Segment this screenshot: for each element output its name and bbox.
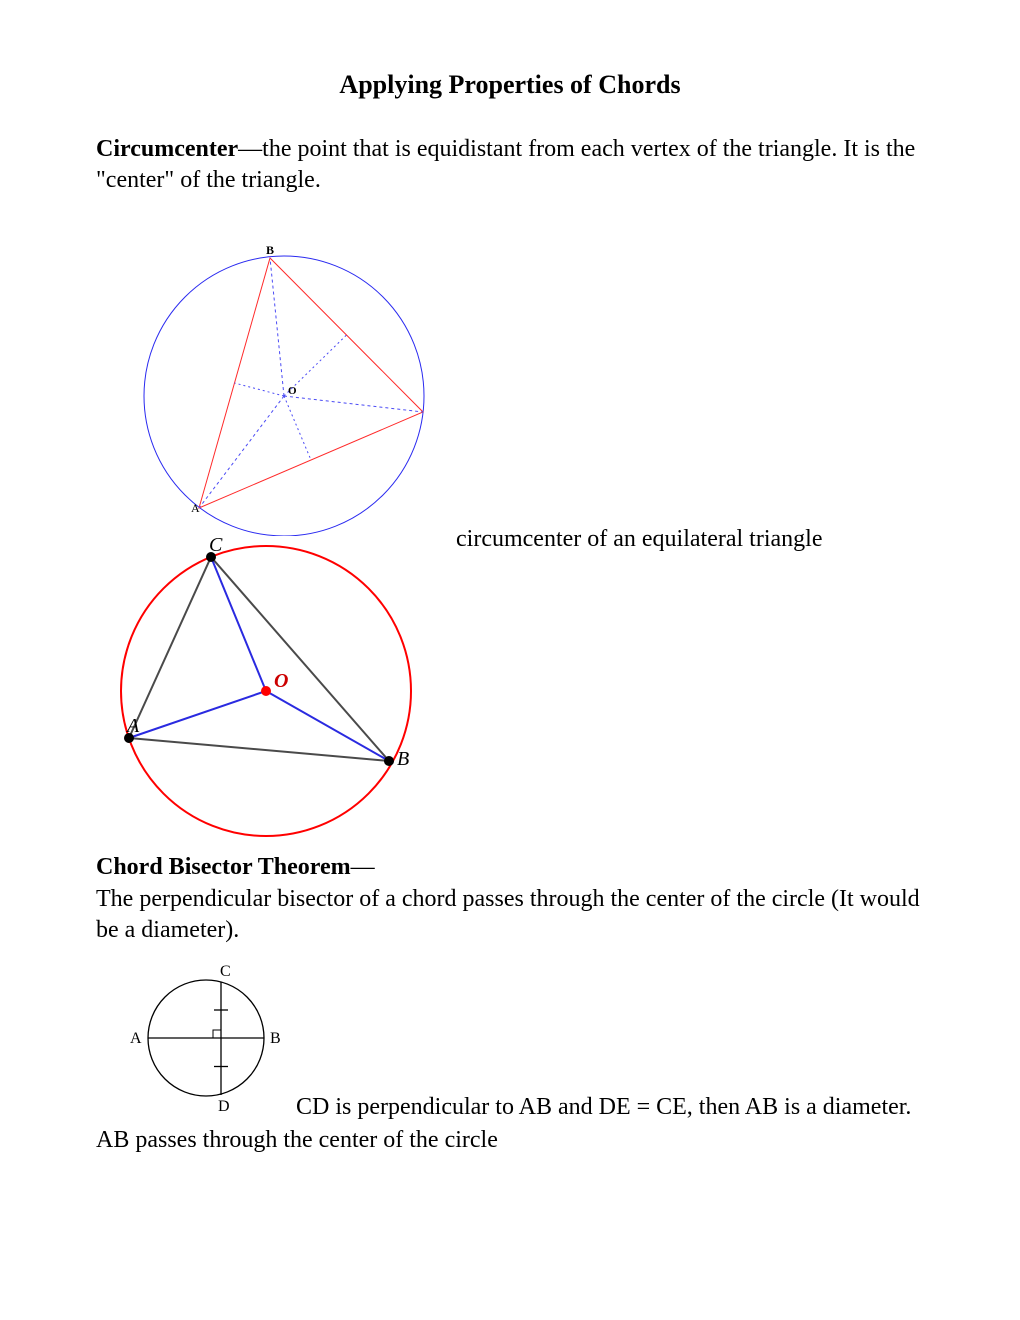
svg-text:C: C [220,963,231,980]
svg-text:A: A [125,715,140,737]
svg-text:A: A [130,1030,142,1047]
svg-text:B: B [397,748,409,770]
chord-theorem-heading: Chord Bisector Theorem [96,854,351,880]
chord-theorem-dash: — [351,854,375,880]
chord-theorem-body: The perpendicular bisector of a chord pa… [96,886,920,943]
svg-text:C: C [209,536,223,556]
chord-conclusion-part1: CD is perpendicular to AB and DE = CE, t… [296,1094,911,1120]
page-title: Applying Properties of Chords [96,70,924,100]
svg-text:B: B [266,243,274,257]
svg-text:O: O [288,385,297,397]
chord-conclusion: AB passes through the center of the circ… [96,1125,924,1156]
svg-text:O: O [274,670,288,692]
circumcenter-equilateral-diagram: A B O [124,236,444,556]
circumcenter-triangle-diagram: A B C O [106,536,446,846]
svg-text:A: A [191,501,200,515]
circumcenter-definition: Circumcenter—the point that is equidista… [96,134,924,196]
circumcenter-heading: Circumcenter [96,136,238,162]
svg-text:B: B [270,1030,281,1047]
equilateral-caption: circumcenter of an equilateral triangle [456,526,822,553]
